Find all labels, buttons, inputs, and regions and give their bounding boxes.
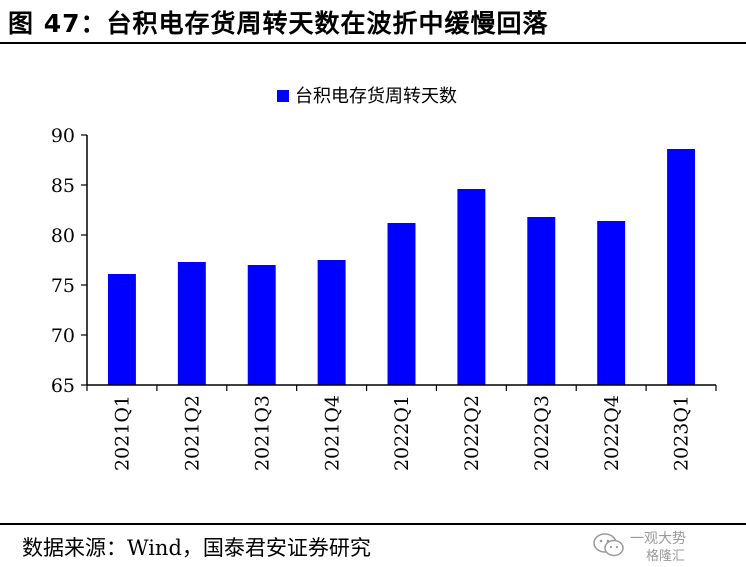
legend-swatch [277,90,289,102]
watermark-line-2: 格隆汇 [646,549,686,564]
bar [317,260,346,385]
bar [667,149,696,385]
y-tick-label: 65 [51,375,75,397]
source-rule [0,523,746,525]
bar [107,274,136,385]
source-note: 数据来源：Wind，国泰君安证券研究 [22,536,371,560]
watermark: 一观大势 格隆汇 [590,528,740,564]
x-category-label: 2022Q3 [531,395,553,471]
x-category-label: 2021Q1 [112,395,134,471]
x-category-label: 2021Q2 [181,395,203,471]
y-tick-label: 75 [51,275,75,297]
bar [247,265,276,385]
bar [457,189,486,385]
legend-label: 台积电存货周转天数 [295,86,457,107]
x-category-label: 2022Q4 [601,395,623,471]
bar [597,221,626,385]
watermark-line-1: 一观大势 [630,531,686,547]
y-tick-label: 70 [51,325,75,347]
wechat-icon [593,533,624,557]
title-rule [0,42,746,44]
figure-title: 图 47：台积电存货周转天数在波折中缓慢回落 [8,9,549,38]
x-category-label: 2021Q4 [321,395,343,471]
bar [387,223,416,385]
y-tick-label: 80 [51,225,75,247]
x-category-label: 2023Q1 [671,395,693,471]
x-category-label: 2022Q2 [461,395,483,471]
x-category-label: 2021Q3 [251,395,273,471]
y-tick-label: 90 [51,125,75,147]
x-category-label: 2022Q1 [391,395,413,471]
y-tick-label: 85 [51,175,75,197]
bar [527,217,556,385]
bar-chart: 台积电存货周转天数 65 70 75 80 85 90 2021Q1 2021Q2 2021Q3 2… [51,86,717,471]
bar [177,262,206,385]
